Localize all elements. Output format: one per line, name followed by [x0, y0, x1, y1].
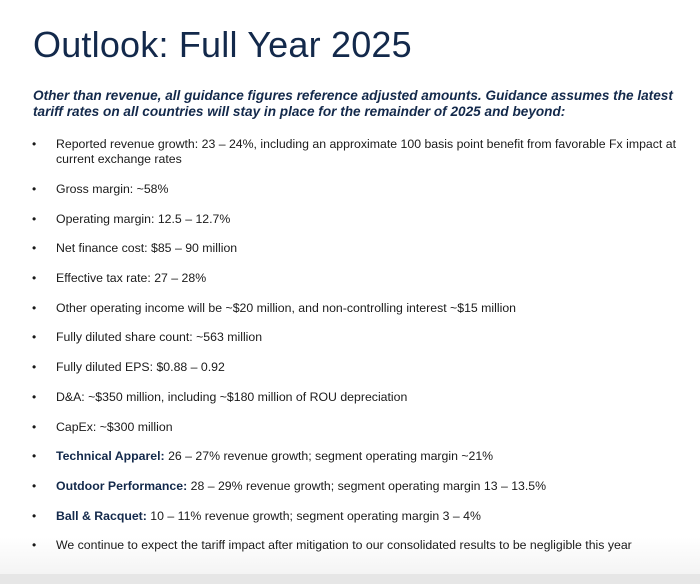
- bullet-icon: •: [32, 330, 37, 345]
- guidance-item-text: Operating margin: 12.5 – 12.7%: [56, 211, 231, 226]
- slide-title: Outlook: Full Year 2025: [33, 24, 412, 65]
- segment-name: Outdoor Performance:: [56, 478, 188, 493]
- guidance-item-text: Other operating income will be ~$20 mill…: [56, 300, 517, 315]
- guidance-item-other-income: • Other operating income will be ~$20 mil…: [32, 301, 682, 316]
- segment-text: 28 – 29% revenue growth; segment operati…: [187, 478, 547, 493]
- bullet-icon: •: [32, 478, 37, 493]
- bullet-icon: •: [32, 271, 37, 286]
- guidance-note: Other than revenue, all guidance figures…: [33, 88, 673, 119]
- guidance-item-net-finance-cost: • Net finance cost: $85 – 90 million: [32, 241, 682, 256]
- guidance-item-da: • D&A: ~$350 million, including ~$180 mil…: [32, 390, 682, 405]
- bullet-icon: •: [32, 300, 37, 315]
- bullet-icon: •: [32, 241, 37, 256]
- bullet-icon: •: [32, 182, 37, 196]
- guidance-item-text: Effective tax rate: 27 – 28%: [56, 271, 207, 286]
- segment-name: Technical Apparel:: [56, 449, 165, 464]
- bullet-icon: •: [32, 419, 37, 434]
- segment-text: 26 – 27% revenue growth; segment operati…: [164, 449, 494, 464]
- guidance-item-eps: • Fully diluted EPS: $0.88 – 0.92: [32, 360, 682, 375]
- guidance-item-revenue-growth: • Reported revenue growth: 23 – 24%, incl…: [32, 137, 682, 167]
- guidance-item-share-count: • Fully diluted share count: ~563 million: [32, 330, 682, 345]
- guidance-item-text: D&A: ~$350 million, including ~$180 mill…: [56, 389, 408, 404]
- bullet-icon: •: [32, 508, 37, 523]
- guidance-item-tax-rate: • Effective tax rate: 27 – 28%: [32, 271, 682, 286]
- bullet-icon: •: [32, 211, 37, 226]
- guidance-item-text: Gross margin: ~58%: [56, 182, 169, 196]
- guidance-item-gross-margin: • Gross margin: ~58%: [32, 182, 682, 197]
- guidance-item-capex: • CapEx: ~$300 million: [32, 420, 682, 435]
- guidance-item-operating-margin: • Operating margin: 12.5 – 12.7%: [32, 212, 682, 227]
- guidance-list: • Reported revenue growth: 23 – 24%, incl…: [32, 137, 682, 568]
- segment-item-ball-racquet: • Ball & Racquet: 10 – 11% revenue growth…: [32, 509, 682, 524]
- bullet-icon: •: [32, 389, 37, 404]
- segment-name: Ball & Racquet:: [56, 508, 147, 523]
- guidance-item-text: Fully diluted EPS: $0.88 – 0.92: [56, 360, 225, 375]
- segment-text: 10 – 11% revenue growth; segment operati…: [146, 508, 481, 523]
- guidance-item-tariff-impact: • We continue to expect the tariff impact…: [32, 538, 682, 553]
- bullet-icon: •: [32, 137, 37, 151]
- bullet-icon: •: [32, 449, 37, 464]
- segment-item-outdoor-performance: • Outdoor Performance: 28 – 29% revenue g…: [32, 479, 682, 494]
- guidance-item-text: We continue to expect the tariff impact …: [56, 538, 632, 553]
- guidance-item-text: CapEx: ~$300 million: [56, 419, 173, 434]
- guidance-item-text: Reported revenue growth: 23 – 24%, inclu…: [56, 137, 676, 166]
- segment-item-technical-apparel: • Technical Apparel: 26 – 27% revenue gro…: [32, 449, 682, 464]
- bullet-icon: •: [32, 538, 37, 553]
- guidance-item-text: Net finance cost: $85 – 90 million: [56, 241, 238, 256]
- bullet-icon: •: [32, 360, 37, 375]
- bottom-strip: [0, 574, 700, 584]
- guidance-item-text: Fully diluted share count: ~563 million: [56, 330, 263, 345]
